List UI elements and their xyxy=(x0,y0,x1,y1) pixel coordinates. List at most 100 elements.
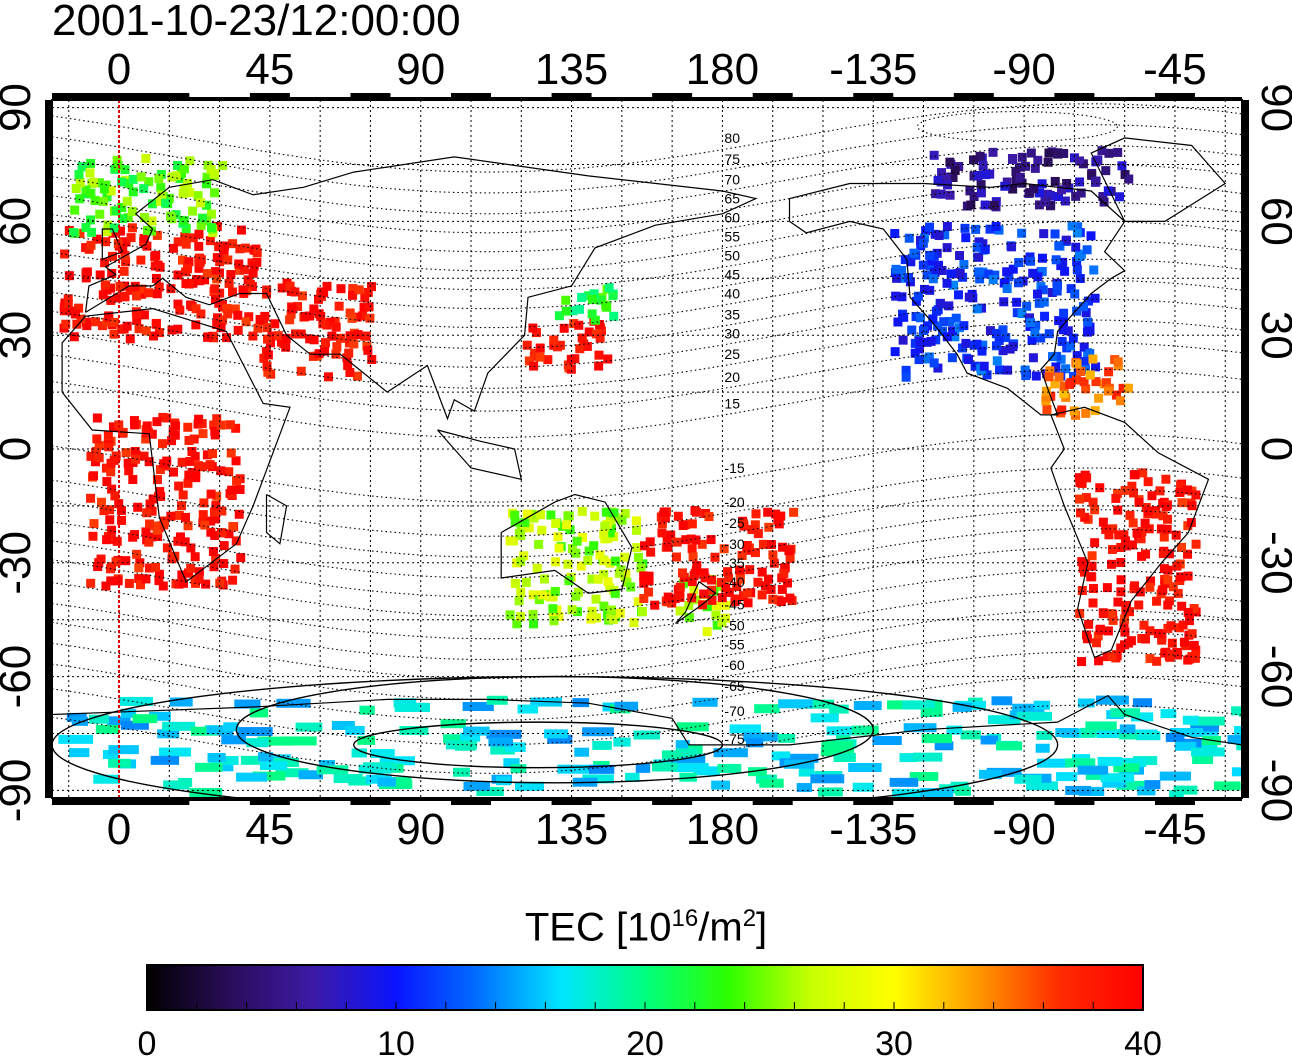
top-longitude-label: 90 xyxy=(396,45,445,94)
tec-cell xyxy=(167,325,177,335)
tec-cell xyxy=(1170,728,1203,738)
tec-cell xyxy=(143,427,153,437)
tec-cell xyxy=(986,767,1022,777)
tec-cell xyxy=(1100,773,1135,783)
tec-cell xyxy=(164,193,174,203)
tec-cell xyxy=(184,257,194,267)
tec-cell xyxy=(394,702,430,712)
tec-cell xyxy=(1014,774,1042,784)
tec-cell xyxy=(594,361,604,371)
tec-cell xyxy=(140,213,150,223)
tec-cell xyxy=(1183,607,1193,617)
contour-label: -60 xyxy=(724,657,744,673)
tec-cell xyxy=(152,230,162,240)
tec-cell xyxy=(233,325,243,335)
tec-cell xyxy=(691,507,701,517)
tec-cell xyxy=(975,274,985,284)
tec-cell xyxy=(520,517,530,527)
tec-cell xyxy=(1018,276,1028,286)
tec-cell xyxy=(763,574,773,584)
tec-cell xyxy=(74,169,84,179)
tec-cell xyxy=(1028,268,1038,278)
tec-cell xyxy=(1104,148,1114,158)
tec-cell xyxy=(92,434,102,444)
tec-cell xyxy=(1116,575,1126,585)
tec-cell xyxy=(128,187,138,197)
contour-line xyxy=(52,509,1242,579)
tec-cell xyxy=(1081,308,1091,318)
tec-cell xyxy=(1103,626,1113,636)
coastline xyxy=(265,493,288,545)
tec-cell xyxy=(180,537,190,547)
left-latitude-label: -60 xyxy=(0,645,40,709)
tec-cell xyxy=(1040,197,1050,207)
tec-cell xyxy=(1213,781,1241,791)
tec-cell xyxy=(771,509,781,519)
tec-region xyxy=(68,153,228,238)
tec-cell xyxy=(999,278,1009,288)
tec-cell xyxy=(1094,393,1104,403)
tec-cell xyxy=(173,160,183,170)
tec-cell xyxy=(194,263,204,273)
tec-cell xyxy=(212,320,222,330)
tec-cell xyxy=(75,228,85,238)
tec-cell xyxy=(296,366,306,376)
tec-cell xyxy=(992,341,1002,351)
tec-cell xyxy=(212,274,222,284)
tec-cell xyxy=(240,755,268,765)
tec-cell xyxy=(181,239,191,249)
tec-cell xyxy=(358,764,392,774)
tec-cell xyxy=(1132,698,1153,708)
tec-cell xyxy=(1087,561,1097,571)
tec-cell xyxy=(600,521,610,531)
tec-cell xyxy=(929,358,939,368)
tec-cell xyxy=(505,610,515,620)
tec-cell xyxy=(452,767,470,777)
tec-cell xyxy=(955,267,965,277)
tec-cell xyxy=(757,590,767,600)
tec-cell xyxy=(249,708,269,718)
tec-cell xyxy=(1144,524,1154,534)
tec-cell xyxy=(1183,571,1193,581)
tec-cell xyxy=(352,371,362,381)
tec-cell xyxy=(139,184,149,194)
left-axis-bar xyxy=(45,100,52,798)
tec-cell xyxy=(327,331,337,341)
tec-cell xyxy=(851,726,867,736)
tec-cell xyxy=(818,787,843,797)
tec-cell xyxy=(210,427,220,437)
tec-cell xyxy=(554,311,564,321)
tec-cell xyxy=(1163,600,1173,610)
tec-cell xyxy=(563,559,573,569)
tec-cell xyxy=(913,752,943,762)
tec-cell xyxy=(124,466,134,476)
tec-cell xyxy=(1113,488,1123,498)
tec-cell xyxy=(1031,371,1041,381)
tec-cell xyxy=(1091,362,1101,372)
tec-cell xyxy=(796,783,812,793)
tec-cell xyxy=(1167,638,1177,648)
tec-cell xyxy=(1057,185,1067,195)
tec-cell xyxy=(1111,390,1121,400)
tec-cell xyxy=(211,514,221,524)
tec-cell xyxy=(1183,655,1193,665)
tec-cell xyxy=(223,309,233,319)
axis-bar-gap xyxy=(289,93,351,97)
tec-cell xyxy=(1176,480,1186,490)
tec-cell xyxy=(130,447,140,457)
tec-cell xyxy=(116,505,126,515)
tec-cell xyxy=(544,729,569,739)
tec-cell xyxy=(620,509,630,519)
tec-cell xyxy=(127,206,137,216)
tec-cell xyxy=(365,313,375,323)
tec-cell xyxy=(103,750,119,760)
tec-cell xyxy=(248,268,258,278)
tec-cell xyxy=(675,748,698,758)
contour-label: -35 xyxy=(724,555,744,571)
tec-cell xyxy=(149,711,171,721)
tec-cell xyxy=(1087,170,1097,180)
tec-cell xyxy=(345,368,355,378)
tec-cell xyxy=(889,777,919,787)
tec-cell xyxy=(210,188,220,198)
tec-cell xyxy=(1017,152,1027,162)
